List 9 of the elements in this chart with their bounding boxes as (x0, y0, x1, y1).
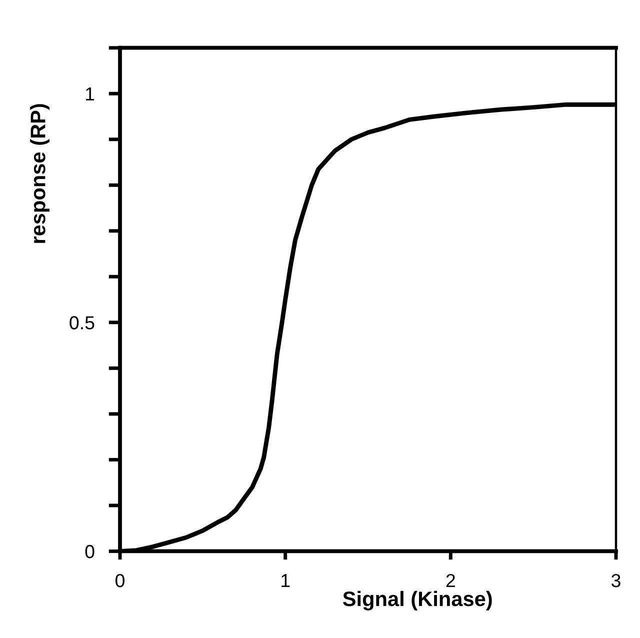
y-tick-label: 0 (85, 544, 94, 558)
x-tick-label: 0 (116, 574, 124, 588)
x-tick-label: 2 (446, 574, 455, 588)
x-axis-title: Signal (Kinase) (342, 590, 492, 610)
y-tick-label: 1 (86, 88, 94, 100)
x-tick-label: 1 (282, 574, 290, 588)
x-tick-label: 3 (612, 574, 620, 588)
y-tick-label: 0.5 (70, 316, 94, 330)
y-axis-title: response (RP) (30, 104, 50, 243)
